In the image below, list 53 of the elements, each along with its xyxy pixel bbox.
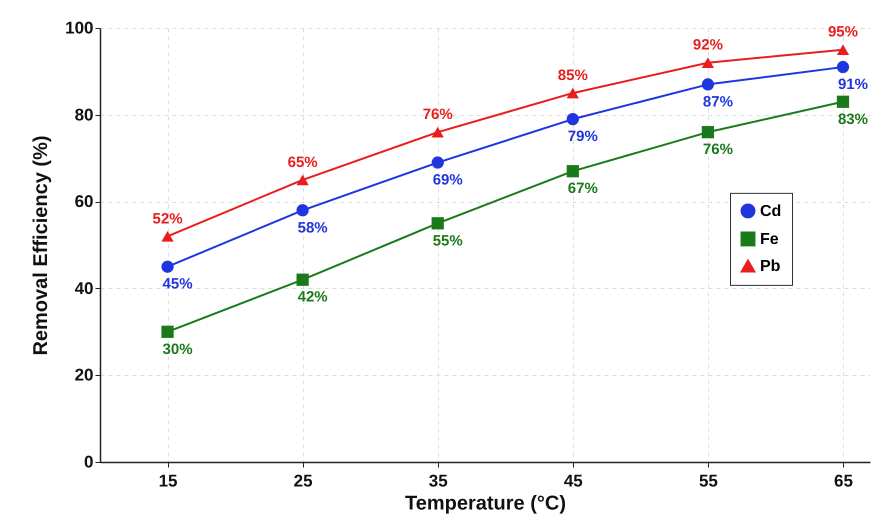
point <box>432 217 444 230</box>
point <box>702 57 714 68</box>
y-tick-label: 40 <box>74 278 94 298</box>
x-tick-label: 55 <box>698 472 718 490</box>
legend-label: Cd <box>760 202 782 220</box>
y-tick-label: 60 <box>74 192 94 212</box>
point <box>836 96 850 108</box>
x-tick-label: 45 <box>564 472 583 490</box>
point <box>702 126 714 138</box>
x-tick-label: 25 <box>294 472 313 490</box>
data-label: 79% <box>568 128 598 146</box>
data-label: 55% <box>432 232 463 250</box>
point <box>836 60 850 74</box>
point <box>296 204 309 216</box>
data-label: 69% <box>432 172 463 189</box>
point <box>161 260 174 273</box>
data-label: 58% <box>298 219 328 236</box>
legend-label: Fe <box>760 230 779 248</box>
data-label: 76% <box>702 141 733 158</box>
point <box>566 113 579 126</box>
point <box>296 274 309 286</box>
data-label: 83% <box>838 110 868 128</box>
data-label: 65% <box>288 154 318 171</box>
point <box>566 165 579 178</box>
y-tick-label: 100 <box>65 18 94 38</box>
legend-label: Pb <box>760 258 781 275</box>
data-label: 76% <box>422 106 453 124</box>
y-tick-label: 80 <box>74 105 94 124</box>
x-axis-title: Temperature (°C) <box>405 492 566 514</box>
data-label: 45% <box>162 276 193 293</box>
point <box>836 44 850 56</box>
point <box>432 126 444 138</box>
y-tick-label: 0 <box>84 452 94 472</box>
y-tick-label: 20 <box>74 366 94 385</box>
data-label: 85% <box>558 67 588 84</box>
x-tick-label: 15 <box>158 472 178 490</box>
point <box>432 156 444 169</box>
point <box>296 174 309 186</box>
data-label: 91% <box>838 76 868 94</box>
y-axis-title: Removal Efficiency (%) <box>30 135 52 356</box>
data-label: 52% <box>152 210 183 228</box>
point <box>702 78 714 91</box>
x-tick-label: 65 <box>834 472 853 490</box>
point <box>161 326 174 338</box>
data-label: 30% <box>162 340 193 358</box>
x-tick-label: 35 <box>428 472 448 490</box>
data-label: 95% <box>828 24 858 41</box>
data-label: 87% <box>702 93 733 110</box>
data-label: 67% <box>568 180 598 198</box>
point <box>566 88 579 98</box>
point <box>161 231 174 242</box>
data-label: 92% <box>692 36 723 54</box>
data-label: 42% <box>298 288 328 306</box>
